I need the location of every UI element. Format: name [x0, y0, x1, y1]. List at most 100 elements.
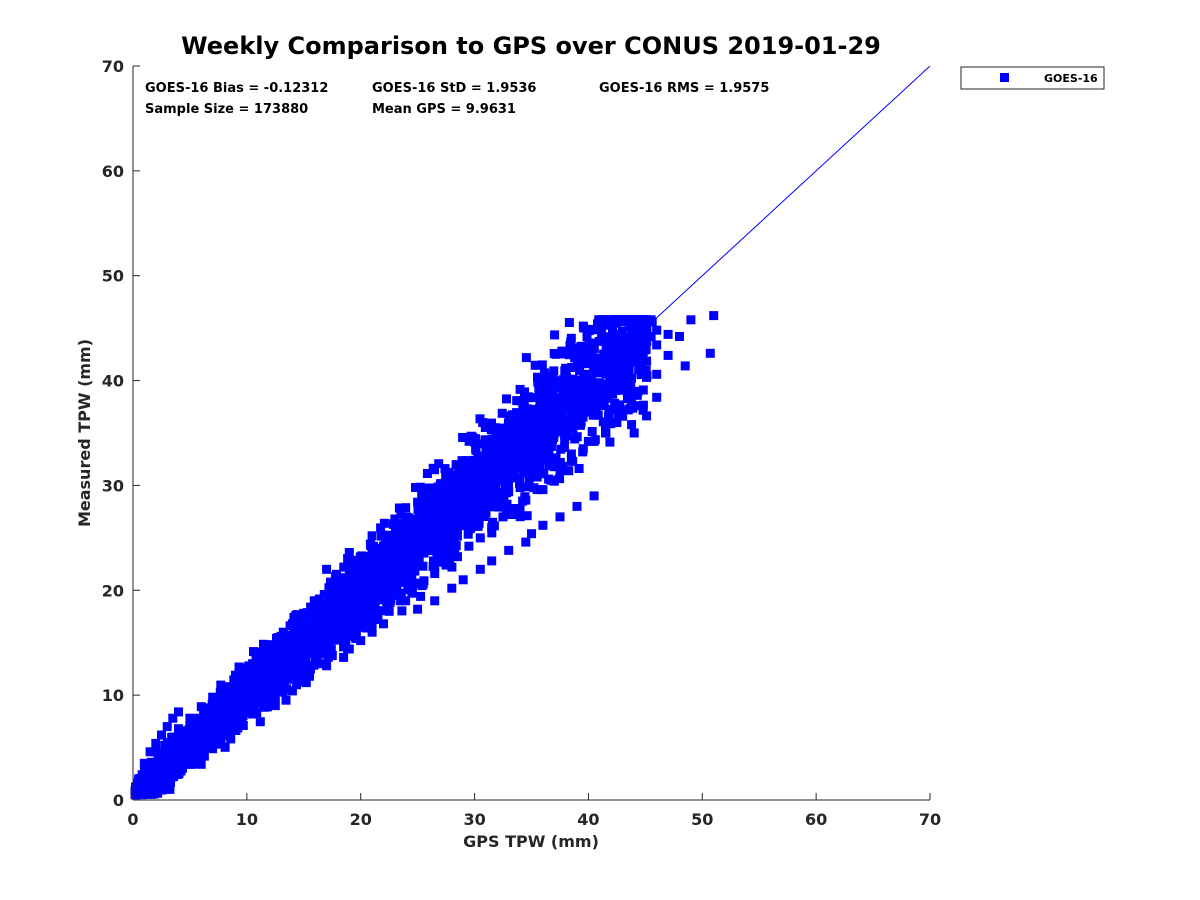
data-point: [429, 499, 439, 509]
data-point: [258, 677, 268, 687]
data-point: [551, 406, 561, 416]
data-point: [594, 336, 604, 346]
data-point: [447, 474, 457, 484]
data-point: [259, 646, 269, 656]
data-point: [458, 502, 468, 512]
data-point: [560, 366, 570, 376]
data-point: [618, 405, 628, 415]
data-point: [543, 431, 553, 441]
data-point: [160, 741, 170, 750]
data-point: [390, 552, 400, 562]
data-point: [564, 466, 574, 476]
data-point: [612, 418, 622, 427]
data-point: [463, 529, 473, 539]
data-point: [390, 535, 400, 545]
data-point: [457, 457, 467, 467]
data-point: [248, 701, 258, 711]
data-point: [220, 694, 230, 704]
data-point: [231, 703, 240, 713]
data-point: [413, 554, 423, 564]
data-point: [536, 404, 545, 413]
data-point: [635, 401, 645, 411]
data-point: [389, 519, 399, 529]
data-point: [401, 503, 411, 513]
data-point: [418, 518, 428, 528]
data-point: [360, 554, 370, 564]
data-point: [413, 529, 423, 539]
data-point: [390, 514, 400, 524]
data-point: [515, 504, 525, 513]
data-point: [316, 659, 326, 669]
data-point: [451, 541, 461, 550]
data-point: [627, 332, 637, 342]
data-point: [376, 523, 386, 533]
data-point: [589, 365, 599, 375]
data-point: [430, 543, 440, 553]
data-point: [174, 768, 184, 778]
data-point: [629, 355, 639, 365]
data-point: [578, 447, 588, 457]
data-point: [709, 311, 719, 321]
data-point: [617, 326, 627, 336]
data-point: [410, 560, 420, 570]
data-point: [322, 621, 332, 631]
data-point: [640, 342, 650, 352]
data-point: [356, 583, 366, 593]
data-point: [487, 522, 497, 532]
data-point: [611, 368, 621, 378]
data-point: [435, 510, 445, 520]
data-point: [640, 333, 650, 343]
data-point: [137, 788, 147, 797]
data-point: [388, 557, 398, 567]
data-point: [453, 472, 462, 482]
data-point: [385, 574, 395, 584]
data-point: [504, 430, 514, 440]
data-point: [525, 408, 535, 418]
data-point: [501, 505, 511, 515]
data-point: [276, 631, 286, 641]
data-point: [231, 676, 240, 685]
data-point: [258, 683, 268, 693]
data-point: [615, 400, 625, 410]
data-point: [539, 374, 549, 384]
data-point: [333, 605, 343, 615]
data-point: [265, 659, 275, 669]
data-point: [640, 327, 650, 337]
data-point: [413, 604, 423, 614]
data-point: [626, 393, 636, 403]
data-point: [316, 625, 326, 635]
data-point: [540, 379, 550, 389]
data-point: [310, 652, 320, 662]
data-point: [575, 366, 585, 376]
data-point: [450, 502, 460, 512]
data-point: [582, 332, 592, 342]
data-point: [424, 512, 434, 522]
data-point: [447, 478, 457, 488]
data-point: [305, 671, 314, 681]
data-point: [502, 449, 511, 459]
data-point: [446, 513, 456, 523]
data-point: [470, 455, 480, 465]
data-point: [404, 572, 413, 582]
data-point: [555, 474, 565, 484]
data-point: [515, 413, 525, 423]
data-point: [481, 508, 491, 518]
data-point: [559, 375, 568, 385]
data-point: [191, 751, 201, 761]
x-tick-label: 40: [577, 810, 599, 829]
data-point: [589, 399, 599, 409]
data-point: [168, 761, 178, 771]
data-point: [642, 372, 651, 382]
data-point: [379, 518, 389, 528]
data-point: [589, 436, 599, 446]
data-point: [595, 378, 605, 388]
data-point: [240, 675, 250, 684]
data-point: [430, 506, 440, 516]
data-point: [447, 491, 457, 501]
data-point: [464, 518, 474, 528]
data-point: [333, 579, 343, 589]
data-point: [396, 556, 406, 566]
data-point: [253, 673, 263, 683]
data-point: [293, 676, 303, 685]
data-point: [572, 501, 582, 511]
